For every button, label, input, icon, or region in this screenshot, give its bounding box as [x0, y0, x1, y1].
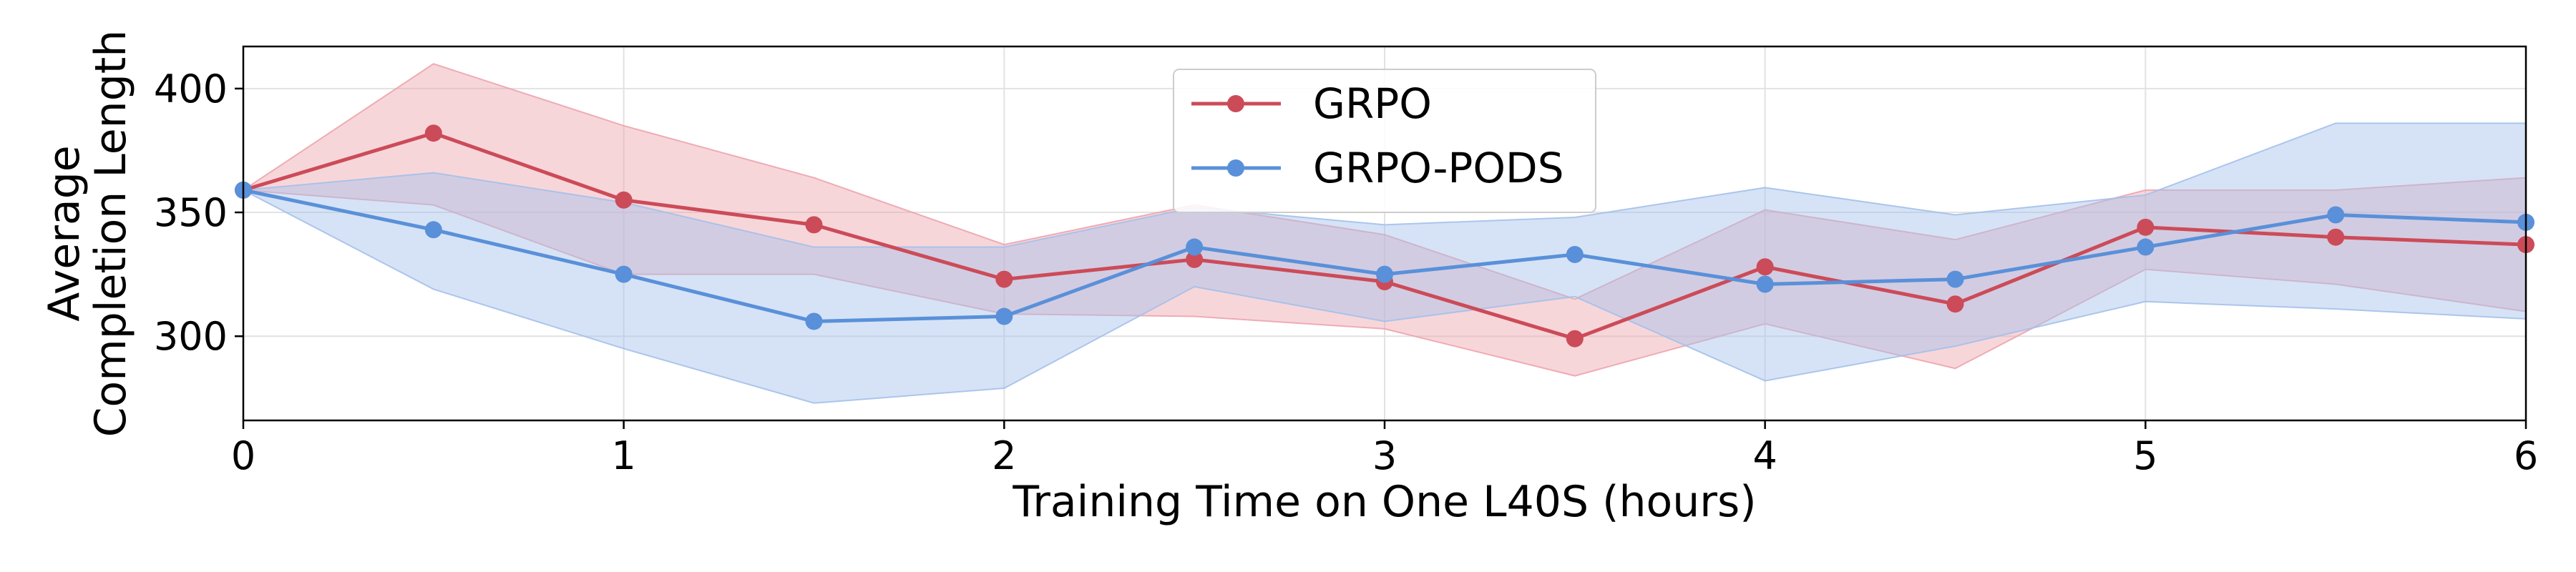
data-point-0-3: [805, 216, 823, 234]
legend-entry-grpo: GRPO: [1191, 79, 1432, 128]
data-point-0-4: [995, 270, 1013, 288]
data-point-1-6: [1376, 265, 1393, 283]
x-tick-label-4: 4: [1752, 433, 1777, 478]
y-axis-title-line-2: Completion Length: [86, 30, 136, 438]
series-markers: [235, 124, 2534, 347]
legend-marker-grpo: [1227, 95, 1244, 112]
y-tick-label-1: 350: [154, 190, 228, 235]
data-point-1-5: [1186, 238, 1204, 256]
data-point-1-10: [2137, 238, 2155, 256]
data-point-0-10: [2137, 218, 2155, 236]
data-point-1-4: [995, 307, 1013, 325]
data-point-1-3: [805, 312, 823, 330]
data-point-0-2: [615, 191, 633, 209]
data-point-0-5: [1186, 250, 1204, 268]
data-point-0-8: [1756, 258, 1774, 276]
y-tick-label-0: 300: [154, 314, 228, 359]
data-point-1-8: [1756, 275, 1774, 293]
legend-marker-grpo-pods: [1227, 159, 1244, 177]
data-point-1-11: [2327, 206, 2345, 224]
legend-label-grpo: GRPO: [1313, 79, 1432, 128]
legend-entry-grpo-pods: GRPO-PODS: [1191, 144, 1564, 192]
y-tick-label-2: 400: [154, 66, 228, 112]
data-point-0-1: [424, 124, 442, 142]
legend: GRPO GRPO-PODS: [1173, 69, 1596, 213]
data-point-0-9: [1946, 295, 1964, 313]
x-tick-label-5: 5: [2133, 433, 2157, 478]
axis-ticks: 0 1 2 3 4 5 6 300 350 400: [154, 66, 2538, 478]
x-axis-title: Training Time on One L40S (hours): [1012, 477, 1756, 527]
data-point-1-2: [615, 265, 633, 283]
legend-label-grpo-pods: GRPO-PODS: [1313, 144, 1564, 192]
y-axis-title-line-1: Average: [39, 145, 89, 321]
data-point-1-9: [1946, 270, 1964, 288]
data-point-1-1: [424, 221, 442, 239]
y-axis-title: Average Completion Length: [39, 30, 136, 438]
x-tick-label-2: 2: [992, 433, 1016, 478]
x-tick-label-6: 6: [2514, 433, 2538, 478]
data-point-0-7: [1566, 330, 1584, 347]
x-tick-label-0: 0: [231, 433, 255, 478]
data-point-1-7: [1566, 245, 1584, 263]
data-point-0-11: [2327, 228, 2345, 246]
x-tick-label-1: 1: [611, 433, 635, 478]
x-tick-label-3: 3: [1372, 433, 1397, 478]
